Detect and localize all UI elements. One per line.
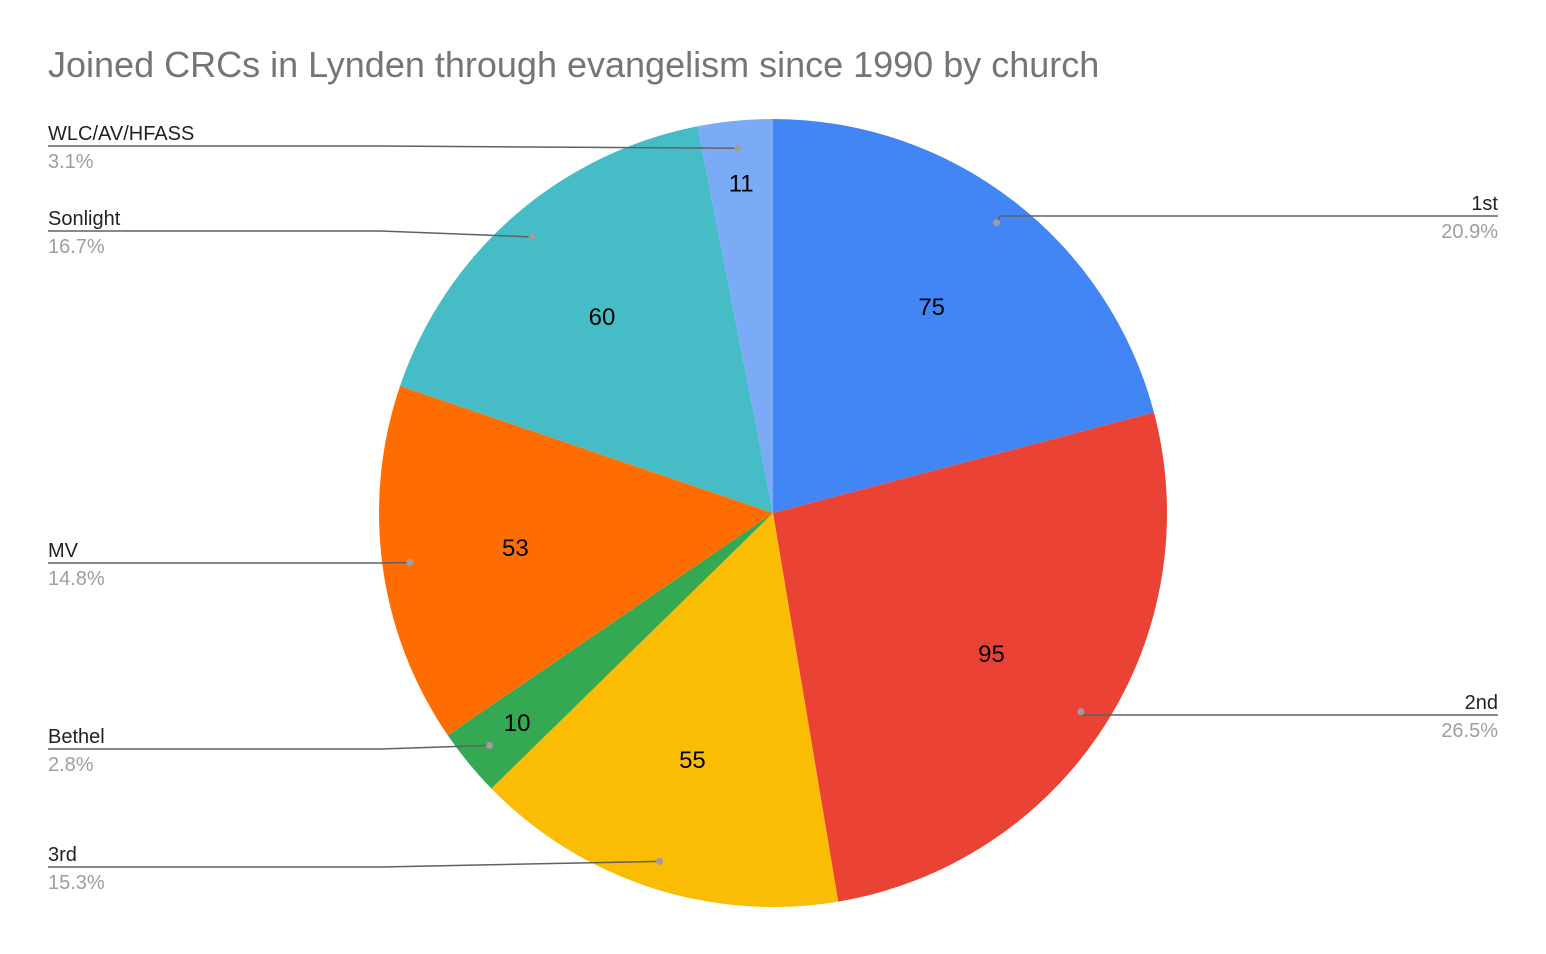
callout-sonlight: Sonlight 16.7% — [48, 208, 536, 258]
value-label-3rd: 55 — [679, 747, 706, 774]
callout-mv: MV 14.8% — [48, 540, 414, 590]
leader-dot-1st — [993, 219, 1001, 227]
leader-line-sonlight — [48, 230, 533, 238]
pie-slice-mv[interactable] — [378, 386, 773, 736]
value-label-2nd: 95 — [978, 641, 1005, 668]
callout-bethel: Bethel 2.8% — [48, 726, 494, 776]
leader-dot-mv — [406, 559, 414, 567]
pie-slice-sonlight[interactable] — [400, 126, 773, 514]
callout-name-1st: 1st — [1471, 193, 1498, 215]
slices-layer — [378, 119, 1167, 907]
value-label-wlc-av-hfass: 11 — [729, 171, 754, 198]
leader-line-3rd — [48, 860, 660, 868]
value-label-sonlight: 60 — [589, 304, 616, 331]
callout-percent-2nd: 26.5% — [1441, 720, 1498, 742]
callout-name-2nd: 2nd — [1465, 692, 1498, 714]
callout-percent-sonlight: 16.7% — [48, 236, 105, 258]
callout-3rd: 3rd 15.3% — [48, 844, 663, 894]
pie-slice-wlc-av-hfass[interactable] — [697, 119, 773, 513]
pie-slice-bethel[interactable] — [447, 513, 773, 789]
chart-title: Joined CRCs in Lynden through evangelism… — [48, 44, 1100, 85]
callout-percent-3rd: 15.3% — [48, 872, 105, 894]
callout-name-sonlight: Sonlight — [48, 208, 121, 230]
leader-dot-2nd — [1077, 708, 1085, 716]
value-labels-layer: 75 95 55 10 53 60 11 — [502, 171, 1005, 775]
pie-slice-1st[interactable] — [773, 119, 1154, 513]
leader-line-wlc-av-hfass — [48, 145, 738, 150]
leader-dot-sonlight — [528, 233, 536, 241]
pie-slice-3rd[interactable] — [491, 513, 839, 907]
callout-name-wlc-av-hfass: WLC/AV/HFASS — [48, 123, 194, 145]
pie-slice-2nd[interactable] — [773, 412, 1167, 902]
value-label-1st: 75 — [918, 294, 945, 321]
callout-percent-wlc-av-hfass: 3.1% — [48, 151, 94, 173]
callout-wlc-av-hfass: WLC/AV/HFASS 3.1% — [48, 123, 742, 173]
leader-line-1st — [995, 215, 1498, 224]
leader-line-2nd — [1080, 711, 1498, 716]
callout-percent-bethel: 2.8% — [48, 754, 94, 776]
value-label-bethel: 10 — [504, 710, 531, 737]
callout-name-bethel: Bethel — [48, 726, 105, 748]
leader-dot-wlc-av-hfass — [734, 144, 742, 152]
callouts-layer: 1st 20.9% 2nd 26.5% 3rd 15.3% Bethel 2.8% MV 14.8… — [48, 123, 1498, 894]
leader-dot-bethel — [486, 741, 494, 749]
callout-1st: 1st 20.9% — [993, 193, 1498, 243]
callout-percent-1st: 20.9% — [1441, 221, 1498, 243]
value-label-mv: 53 — [502, 535, 529, 562]
callout-name-3rd: 3rd — [48, 844, 77, 866]
callout-2nd: 2nd 26.5% — [1077, 692, 1498, 742]
leader-line-bethel — [48, 744, 490, 750]
callout-name-mv: MV — [48, 540, 79, 562]
leader-dot-3rd — [655, 857, 663, 865]
callout-percent-mv: 14.8% — [48, 568, 105, 590]
